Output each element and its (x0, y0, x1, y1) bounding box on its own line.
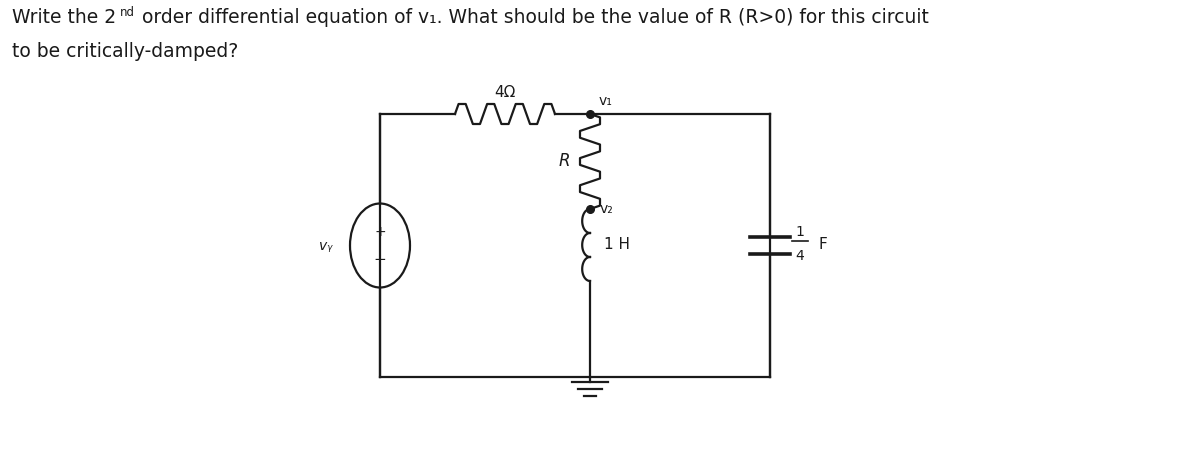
Text: v₂: v₂ (600, 202, 613, 216)
Text: +: + (374, 225, 386, 239)
Text: −: − (373, 252, 386, 267)
Text: 1 H: 1 H (604, 238, 630, 252)
Text: 4Ω: 4Ω (494, 85, 516, 100)
Text: R: R (558, 153, 570, 171)
Text: 4: 4 (796, 248, 804, 263)
Text: to be critically-damped?: to be critically-damped? (12, 42, 239, 61)
Text: Write the 2: Write the 2 (12, 8, 116, 27)
Text: v₁: v₁ (599, 94, 613, 108)
Text: nd: nd (120, 6, 134, 19)
Text: order differential equation of v₁. What should be the value of R (R>0) for this : order differential equation of v₁. What … (136, 8, 929, 27)
Text: vᵧ: vᵧ (319, 238, 332, 252)
Text: 1: 1 (796, 225, 804, 239)
Text: F: F (818, 237, 827, 252)
